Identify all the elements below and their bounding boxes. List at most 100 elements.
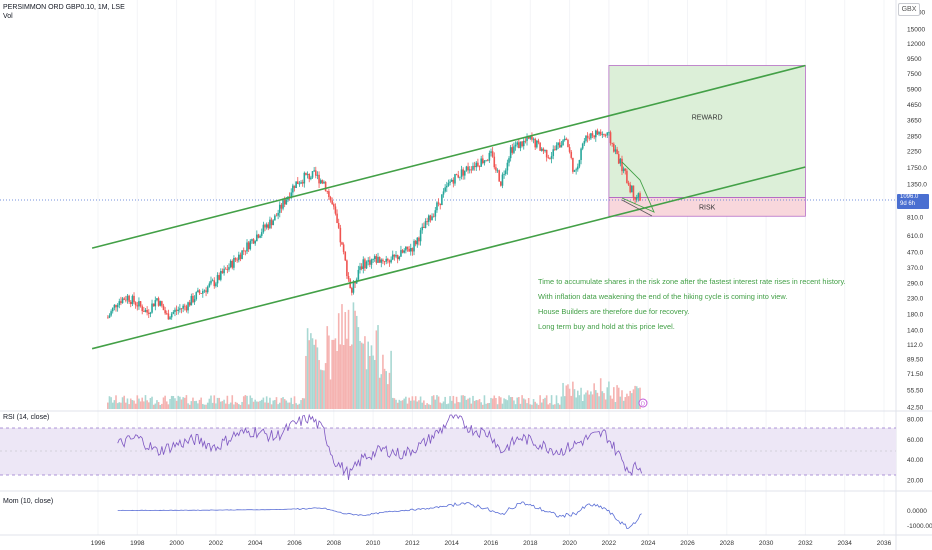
volume-bar: [578, 395, 581, 409]
candle-body: [518, 142, 520, 149]
candle-body: [621, 158, 623, 172]
volume-bar: [529, 404, 532, 409]
candle-body: [270, 219, 273, 226]
volume-bar: [349, 345, 351, 409]
volume-bar: [121, 397, 124, 409]
candle-body: [534, 138, 537, 148]
candle-body: [465, 166, 468, 171]
volume-bar: [310, 333, 312, 409]
volume-bar: [454, 403, 456, 409]
candle-body: [552, 149, 555, 157]
candle-body: [133, 295, 135, 303]
volume-bar: [256, 401, 258, 409]
volume-bar: [123, 395, 125, 409]
rsi-tick-label: 60.00: [907, 437, 924, 444]
volume-bar: [608, 381, 610, 409]
volume-bar: [133, 400, 135, 409]
volume-bar: [622, 400, 625, 409]
volume-bar: [416, 401, 419, 409]
volume-bar: [308, 340, 311, 409]
candle-body: [449, 181, 451, 183]
candle-body: [631, 185, 633, 193]
candle-body: [424, 221, 427, 228]
candle-body: [576, 166, 579, 170]
volume-bar: [442, 401, 445, 409]
candle-body: [200, 293, 202, 294]
volume-bar: [414, 396, 417, 409]
trend-channel: [91, 64, 806, 350]
candle-body: [306, 173, 309, 175]
candle-body: [278, 204, 281, 213]
candle-body: [540, 148, 543, 151]
candle-body: [388, 260, 391, 263]
volume-bar: [586, 390, 589, 409]
volume-bar: [599, 378, 602, 409]
candle-body: [562, 140, 564, 146]
candle-body: [264, 224, 266, 228]
candle-body: [165, 313, 168, 315]
momentum-series: [117, 501, 642, 530]
volume-bar: [485, 403, 487, 409]
candle-body: [242, 250, 245, 252]
price-tick-label: 112.0: [907, 342, 923, 349]
volume-bar: [278, 402, 281, 409]
volume-bar: [372, 355, 374, 409]
volume-bar: [534, 401, 537, 409]
candle-body: [298, 183, 301, 185]
candle-body: [228, 267, 230, 270]
candle-body: [134, 302, 137, 306]
volume-bar: [503, 398, 505, 409]
volume-bar: [226, 395, 229, 409]
symbol-title[interactable]: PERSIMMON ORD GBP0.10, 1M, LSE: [3, 4, 125, 11]
candle-body: [609, 132, 612, 144]
volume-bar: [398, 399, 401, 409]
candle-body: [238, 254, 240, 261]
candle-body: [554, 149, 556, 151]
time-tick-label: 2020: [562, 540, 577, 547]
price-tick-label: 15000: [907, 26, 925, 33]
candle-body: [336, 213, 338, 224]
candle-body: [385, 258, 387, 262]
candle-body: [452, 179, 455, 184]
volume-bar: [369, 355, 371, 409]
candle-body: [491, 151, 494, 157]
candle-body: [637, 193, 640, 198]
candle-body: [513, 146, 515, 153]
volume-bar: [203, 404, 206, 409]
candle-body: [395, 255, 397, 257]
chart-header: PERSIMMON ORD GBP0.10, 1M, LSE Vol: [3, 3, 125, 21]
volume-bar: [496, 404, 499, 409]
volume-bar: [516, 397, 518, 409]
volume-bar: [521, 395, 523, 409]
time-tick-label: 2000: [169, 540, 184, 547]
candle-body: [418, 237, 420, 242]
reward-zone[interactable]: [608, 65, 806, 198]
candle-body: [170, 313, 173, 318]
volume-bar: [429, 404, 432, 409]
candle-body: [503, 174, 505, 175]
candle-body: [300, 182, 302, 184]
candle-body: [152, 303, 155, 307]
rsi-band: [0, 428, 896, 475]
volume-bar: [419, 396, 422, 409]
volume-bar: [629, 390, 631, 409]
volume-bar: [200, 397, 202, 409]
candle-body: [303, 172, 306, 184]
candle-body: [396, 255, 399, 260]
volume-bar: [524, 399, 527, 409]
candle-body: [328, 191, 330, 198]
currency-button[interactable]: GBX: [898, 3, 920, 16]
volume-bar: [208, 398, 211, 409]
volume-bar: [239, 404, 242, 409]
volume-bar: [436, 395, 438, 409]
volume-bar: [437, 396, 440, 409]
volume-bar: [575, 397, 577, 409]
volume-bar: [391, 397, 394, 409]
volume-bar: [527, 398, 530, 409]
volume-bar: [238, 404, 240, 409]
volume-bar: [337, 313, 340, 409]
candle-body: [175, 309, 178, 311]
dividend-marker[interactable]: [638, 398, 648, 408]
volume-bar: [595, 390, 597, 409]
